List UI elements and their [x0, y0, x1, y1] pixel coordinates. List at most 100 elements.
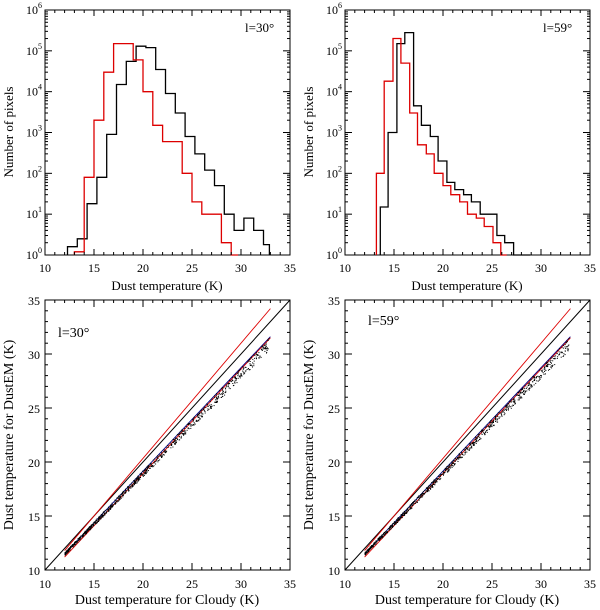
- scatter-point: [400, 516, 402, 518]
- scatter-point: [248, 369, 250, 371]
- scatter-point: [390, 527, 392, 529]
- scatter-point: [514, 403, 516, 405]
- scatter-point: [118, 495, 120, 497]
- scatter-point: [545, 369, 547, 371]
- scatter-point: [72, 544, 74, 546]
- scatter-point: [199, 417, 200, 419]
- x-tick-label: 15: [388, 261, 400, 275]
- scatter-point: [222, 396, 224, 397]
- scatter-point: [193, 418, 194, 420]
- scatter-point: [513, 398, 515, 400]
- scatter-point: [447, 466, 449, 468]
- scatter-point: [100, 516, 102, 518]
- scatter-point: [410, 507, 412, 509]
- scatter-point: [469, 443, 470, 445]
- scatter-point: [409, 506, 410, 508]
- scatter-point: [364, 552, 366, 554]
- scatter-point: [447, 465, 449, 467]
- scatter-point: [65, 551, 67, 553]
- scatter-point: [208, 408, 210, 410]
- scatter-point: [256, 354, 258, 356]
- scatter-point: [206, 403, 208, 405]
- scatter-point: [567, 346, 569, 348]
- scatter-point: [183, 434, 185, 436]
- scatter-point: [418, 497, 420, 498]
- scatter-point: [406, 508, 408, 510]
- scatter-point: [102, 511, 104, 513]
- scatter-point: [394, 523, 396, 525]
- scatter-point: [82, 534, 84, 536]
- scatter-point: [403, 512, 405, 514]
- scatter-point: [452, 465, 454, 467]
- scatter-point: [239, 376, 241, 378]
- scatter-point: [521, 392, 523, 394]
- scatter-point: [431, 482, 433, 483]
- scatter-point: [110, 505, 112, 507]
- scatter-point: [166, 450, 168, 452]
- scatter-point: [433, 480, 435, 482]
- scatter-point: [185, 426, 187, 428]
- scatter-point: [100, 513, 102, 515]
- scatter-point: [197, 420, 199, 421]
- scatter-point: [156, 459, 158, 461]
- scatter-point: [489, 426, 490, 428]
- scatter-point: [136, 482, 138, 484]
- scatter-point: [483, 429, 485, 431]
- y-tick-label: 106: [326, 1, 342, 17]
- scatter-point: [432, 483, 434, 485]
- scatter-point: [376, 540, 378, 542]
- scatter-point: [467, 449, 469, 451]
- scatter-point: [412, 502, 413, 504]
- scatter-point: [427, 491, 429, 493]
- scatter-point: [85, 533, 87, 535]
- scatter-point: [481, 430, 483, 432]
- scatter-point: [557, 356, 559, 358]
- scatter-point: [366, 550, 368, 552]
- scatter-point: [530, 384, 532, 386]
- scatter-point: [240, 373, 242, 375]
- scatter-point: [85, 532, 87, 534]
- scatter-point: [81, 536, 83, 538]
- scatter-point: [64, 552, 66, 553]
- scatter-point: [172, 439, 174, 440]
- scatter-point: [240, 368, 242, 370]
- scatter-point: [445, 468, 447, 470]
- scatter-point: [374, 542, 376, 544]
- scatter-point: [400, 517, 402, 519]
- scatter-point: [112, 506, 113, 508]
- scatter-point: [455, 457, 457, 459]
- scatter-point: [435, 480, 437, 482]
- scatter-point: [563, 347, 565, 349]
- scatter-point: [491, 423, 493, 425]
- scatter-point: [490, 424, 492, 426]
- scatter-point: [460, 457, 462, 459]
- scatter-point: [197, 414, 198, 416]
- scatter-point: [93, 525, 95, 527]
- scatter-point: [84, 532, 86, 533]
- scatter-point: [111, 502, 113, 504]
- scatter-point: [156, 456, 158, 458]
- scatter-point: [131, 483, 133, 485]
- scatter-point: [234, 376, 236, 378]
- scatter-point: [484, 427, 486, 429]
- scatter-point: [456, 458, 458, 459]
- y-tick-label: 15: [328, 510, 340, 524]
- scatter-point: [547, 360, 549, 362]
- scatter-point: [156, 457, 158, 459]
- scatter-point: [371, 545, 372, 547]
- scatter-point: [174, 441, 176, 443]
- scatter-point: [191, 424, 193, 426]
- scatter-point: [407, 507, 409, 509]
- scatter-point: [400, 514, 402, 515]
- scatter-point: [117, 496, 119, 498]
- scatter-point: [263, 344, 265, 346]
- scatter-point: [264, 344, 266, 346]
- scatter-point: [470, 447, 472, 449]
- scatter-point: [80, 535, 82, 537]
- scatter-point: [479, 436, 481, 438]
- scatter-point: [474, 441, 476, 443]
- scatter-point: [228, 387, 230, 389]
- y-tick-label: 102: [326, 164, 342, 180]
- scatter-point: [433, 479, 435, 481]
- scatter-point: [174, 443, 176, 445]
